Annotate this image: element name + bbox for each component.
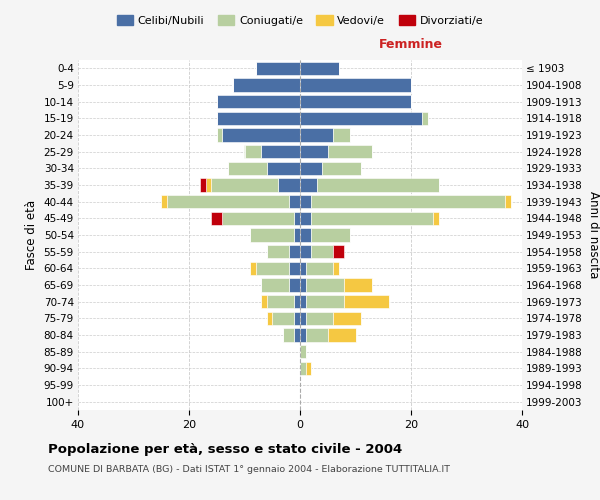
Text: Popolazione per età, sesso e stato civile - 2004: Popolazione per età, sesso e stato civil… [48,442,402,456]
Bar [300,112,422,125]
Text: COMUNE DI BARBATA (BG) - Dati ISTAT 1° gennaio 2004 - Elaborazione TUTTITALIA.IT: COMUNE DI BARBATA (BG) - Dati ISTAT 1° g… [48,465,450,474]
Bar [222,128,300,141]
Bar [266,312,272,325]
Bar [300,278,305,291]
Bar [289,245,300,258]
Bar [217,95,300,108]
Bar [206,178,211,192]
Legend: Celibi/Nubili, Coniugati/e, Vedovi/e, Divorziati/e: Celibi/Nubili, Coniugati/e, Vedovi/e, Di… [112,10,488,30]
Bar [433,212,439,225]
Bar [250,228,295,241]
Bar [222,212,295,225]
Bar [266,295,295,308]
Bar [300,178,317,192]
Bar [300,328,305,342]
Bar [278,178,300,192]
Bar [334,128,350,141]
Bar [300,95,411,108]
Bar [300,145,328,158]
Bar [300,78,411,92]
Y-axis label: Anni di nascita: Anni di nascita [587,192,599,278]
Bar [300,345,305,358]
Bar [334,312,361,325]
Bar [289,262,300,275]
Bar [422,112,428,125]
Bar [289,278,300,291]
Bar [211,212,222,225]
Bar [300,228,311,241]
Bar [295,295,300,308]
Bar [311,228,350,241]
Bar [295,328,300,342]
Bar [245,145,261,158]
Bar [328,145,372,158]
Bar [317,178,439,192]
Bar [334,262,339,275]
Bar [211,178,278,192]
Bar [305,295,344,308]
Bar [266,245,289,258]
Bar [300,128,334,141]
Bar [305,362,311,375]
Bar [300,212,311,225]
Bar [161,195,167,208]
Bar [334,245,344,258]
Bar [300,295,305,308]
Bar [305,328,328,342]
Text: Femmine: Femmine [379,38,443,52]
Bar [266,162,300,175]
Bar [261,295,266,308]
Bar [344,295,389,308]
Bar [295,228,300,241]
Bar [167,195,289,208]
Bar [311,245,334,258]
Bar [300,312,305,325]
Bar [295,212,300,225]
Bar [289,195,300,208]
Bar [322,162,361,175]
Bar [305,312,334,325]
Bar [300,62,339,75]
Bar [228,162,266,175]
Bar [311,195,505,208]
Bar [300,195,311,208]
Bar [300,362,305,375]
Bar [256,62,300,75]
Bar [505,195,511,208]
Bar [261,145,300,158]
Bar [305,262,334,275]
Y-axis label: Fasce di età: Fasce di età [25,200,38,270]
Bar [200,178,206,192]
Bar [300,162,322,175]
Bar [328,328,355,342]
Bar [305,278,344,291]
Bar [217,128,222,141]
Bar [217,112,300,125]
Bar [300,262,305,275]
Bar [311,212,433,225]
Bar [300,245,311,258]
Bar [272,312,295,325]
Bar [283,328,295,342]
Bar [233,78,300,92]
Bar [250,262,256,275]
Bar [261,278,289,291]
Bar [344,278,372,291]
Bar [295,312,300,325]
Bar [256,262,289,275]
